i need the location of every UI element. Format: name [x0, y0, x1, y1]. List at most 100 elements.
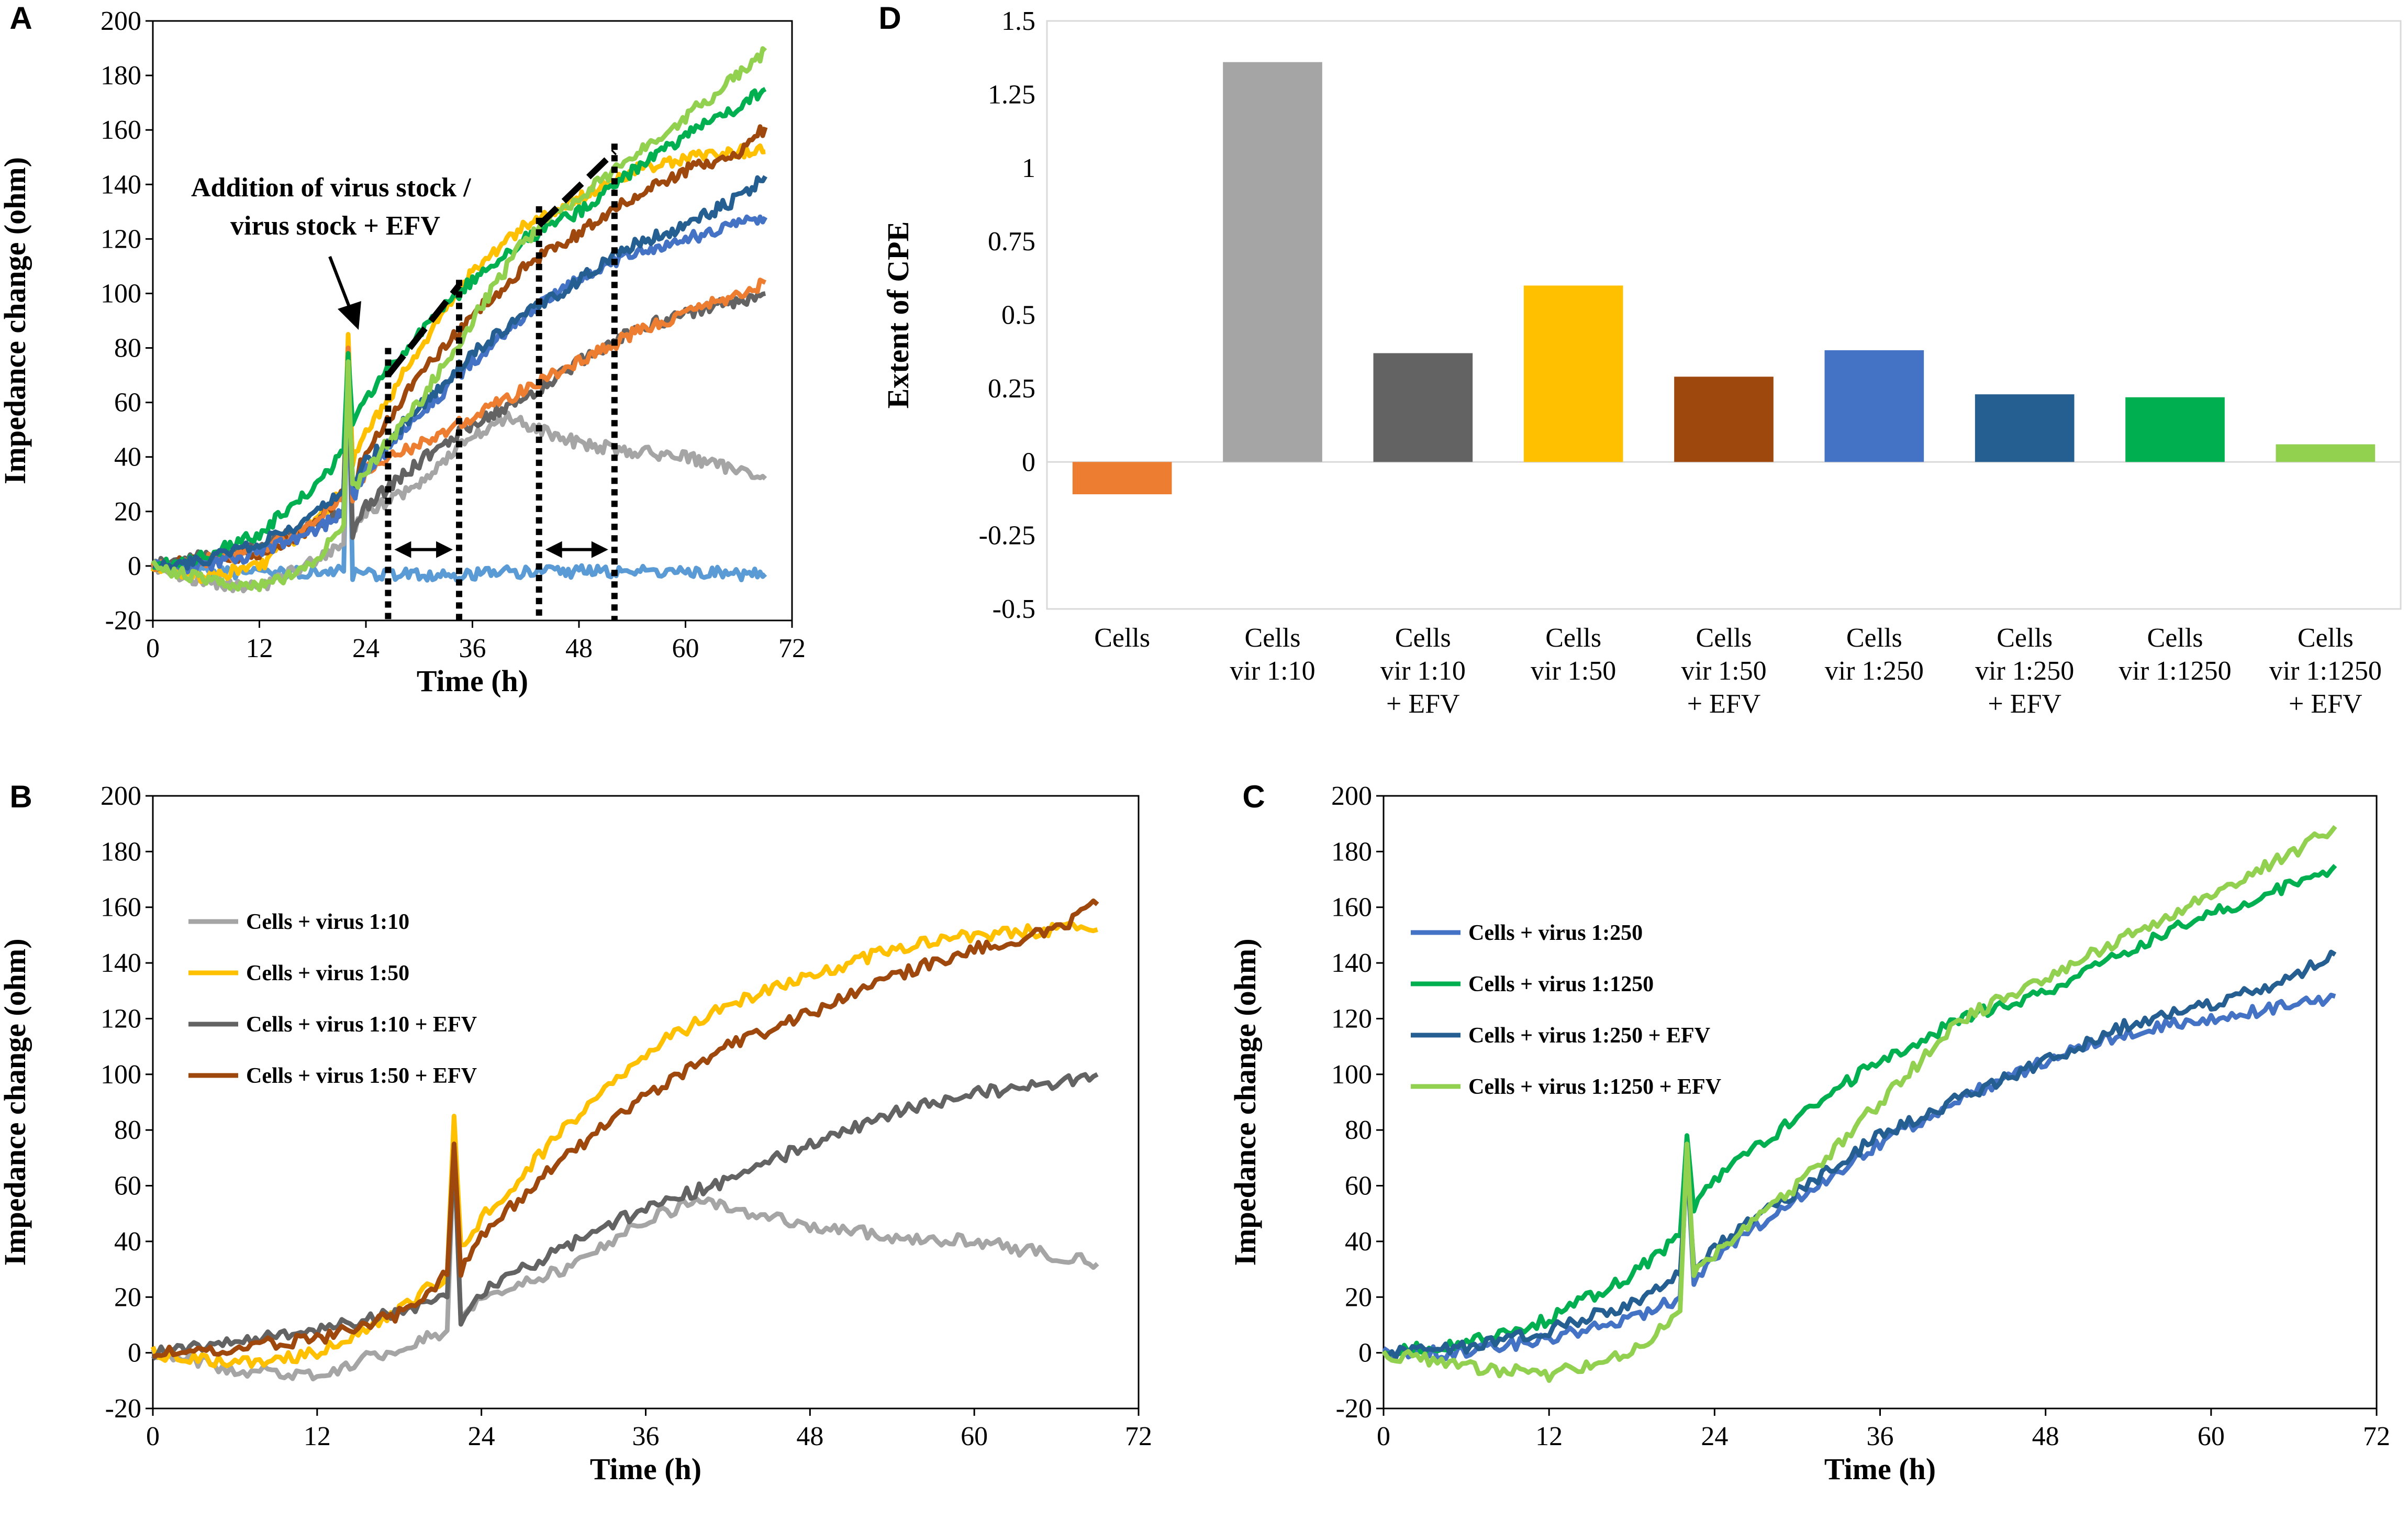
y-tick-label: 140 [101, 948, 141, 978]
category-label: vir 1:250 [1825, 656, 1924, 686]
category-label: Cells [1846, 623, 1902, 653]
series-line [1383, 863, 2337, 1358]
category-label: vir 1:50 [1681, 656, 1766, 686]
y-tick-label: 160 [1331, 893, 1372, 923]
y-tick-label: 40 [114, 1227, 141, 1257]
y-tick-label: 200 [1331, 781, 1372, 811]
y-tick-label: 140 [1331, 948, 1372, 978]
y-tick-label: 60 [114, 388, 141, 418]
x-tick-label: 24 [352, 634, 380, 663]
y-tick-label: 60 [114, 1171, 141, 1201]
series-line [1382, 992, 2336, 1361]
x-tick-label: 12 [304, 1422, 331, 1451]
category-label: vir 1:10 [1380, 656, 1466, 686]
legend-entry: Cells + virus 1:10 [246, 910, 409, 934]
y-tick-label: 80 [114, 1115, 141, 1145]
series-line [152, 175, 767, 571]
category-label: Cells [1245, 623, 1301, 653]
y-tick-label: 40 [114, 442, 141, 472]
category-label: vir 1:250 [1975, 656, 2074, 686]
slope-dashed-line [537, 149, 617, 228]
legend-entry: Cells + virus 1:1250 [1468, 972, 1654, 996]
category-label: + EFV [1988, 689, 2061, 719]
y-tick-label: 20 [114, 1282, 141, 1312]
y-tick-label: 0.75 [988, 227, 1035, 257]
y-tick-label: 160 [101, 115, 141, 145]
y-tick-label: 0 [128, 1338, 141, 1368]
x-tick-label: 24 [468, 1422, 495, 1451]
x-tick-label: 0 [146, 634, 160, 663]
series-line [151, 46, 767, 592]
y-tick-label: 140 [101, 170, 141, 199]
bar [1373, 353, 1473, 462]
category-label: + EFV [2289, 689, 2362, 719]
x-axis-title: Time (h) [1824, 1452, 1936, 1486]
y-tick-label: 40 [1345, 1227, 1372, 1257]
x-axis-title: Time (h) [417, 664, 528, 698]
x-tick-label: 60 [961, 1422, 988, 1451]
annotation-line-1: Addition of virus stock / [191, 173, 471, 203]
category-label: Cells [2147, 623, 2203, 653]
category-label: + EFV [1386, 689, 1460, 719]
x-tick-label: 24 [1701, 1422, 1728, 1451]
interval-arrow-head [591, 541, 608, 558]
x-tick-label: 12 [1535, 1422, 1563, 1451]
y-tick-label: 0 [1358, 1338, 1372, 1368]
bar [2125, 397, 2225, 462]
legend-entry: Cells + virus 1:1250 + EFV [1468, 1075, 1721, 1099]
x-tick-label: 48 [565, 634, 593, 663]
slope-dashed-line [385, 283, 462, 378]
category-label: Cells [1997, 623, 2053, 653]
y-axis-title: Impedance change (ohm) [1228, 938, 1262, 1266]
bar [1223, 62, 1322, 462]
plot-frame [1046, 20, 2402, 610]
x-tick-label: 12 [246, 634, 273, 663]
x-tick-label: 60 [672, 634, 699, 663]
y-tick-label: 80 [1345, 1115, 1372, 1145]
x-tick-label: 72 [2363, 1422, 2390, 1451]
x-tick-label: 60 [2198, 1422, 2225, 1451]
y-axis-title: Extent of CPE [881, 221, 915, 409]
series-line [1381, 949, 2337, 1360]
y-tick-label: 1 [1022, 153, 1035, 183]
interval-arrow-head [436, 541, 453, 558]
x-tick-label: 0 [146, 1422, 160, 1451]
y-tick-label: 180 [1331, 837, 1372, 867]
y-tick-label: -0.5 [993, 594, 1035, 624]
y-axis-title: Impedance change (ohm) [0, 157, 32, 484]
y-tick-label: 0.25 [988, 374, 1035, 404]
series-line [150, 346, 767, 583]
annotation-arrow-head [338, 301, 361, 330]
annotation-arrow [328, 256, 351, 309]
series-line [151, 1072, 1099, 1361]
panel-label: C [1242, 779, 1265, 814]
y-tick-label: 200 [101, 781, 141, 811]
y-tick-label: 120 [101, 224, 141, 254]
series-line [150, 1141, 1099, 1382]
plot-frame [152, 795, 1140, 1410]
legend-entry: Cells + virus 1:50 [246, 961, 409, 985]
y-tick-label: -20 [1336, 1394, 1372, 1424]
y-tick-label: 160 [101, 893, 141, 923]
y-tick-label: 180 [101, 837, 141, 867]
category-label: Cells [1696, 623, 1752, 653]
x-tick-label: 36 [459, 634, 486, 663]
y-tick-label: 20 [1345, 1282, 1372, 1312]
panel-label: A [9, 1, 32, 36]
series-line [150, 921, 1098, 1369]
y-tick-label: 0 [1022, 447, 1035, 477]
bar [1674, 376, 1774, 462]
y-tick-label: -20 [105, 1394, 141, 1424]
bar [2276, 444, 2376, 462]
series-line [1381, 825, 2337, 1383]
category-label: Cells [1094, 623, 1150, 653]
bar [1072, 462, 1172, 495]
y-tick-label: 200 [101, 6, 141, 36]
y-tick-label: 80 [114, 334, 141, 363]
y-tick-label: 0 [128, 551, 141, 581]
series-line [151, 214, 768, 574]
y-tick-label: 100 [101, 279, 141, 308]
legend-entry: Cells + virus 1:250 [1468, 921, 1643, 945]
category-label: + EFV [1687, 689, 1761, 719]
